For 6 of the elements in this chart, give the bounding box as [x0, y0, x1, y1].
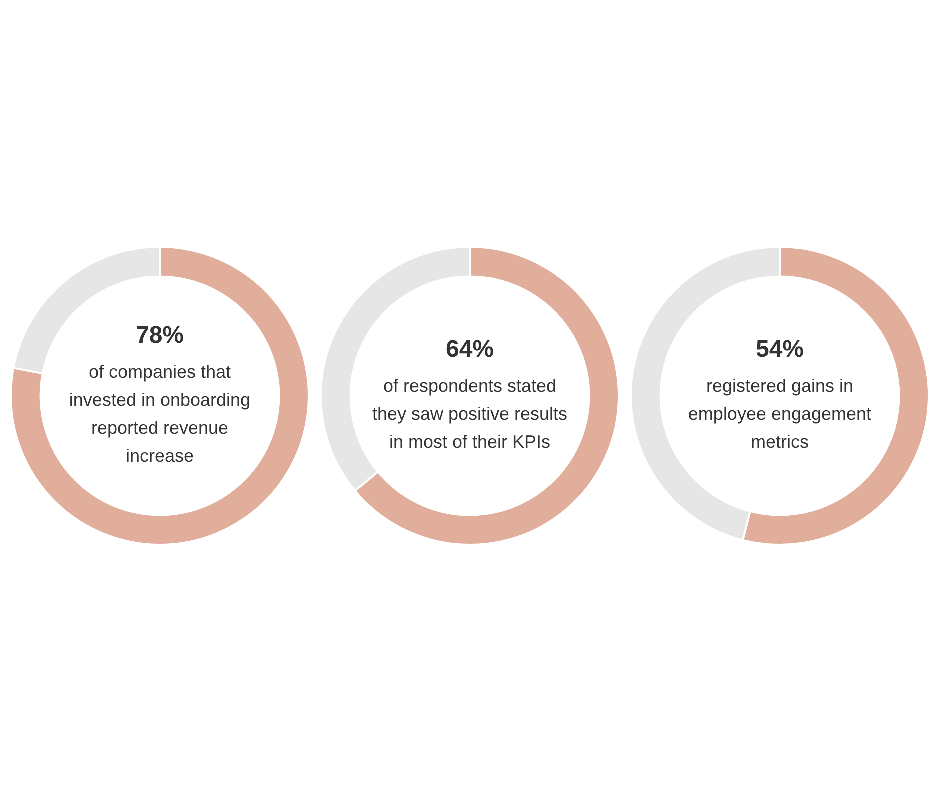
text: of companies that invested in onboarding reported revenue increase	[68, 361, 252, 468]
text: of respondents stated they saw positive results in most of their KPIs	[371, 375, 569, 454]
text: 78%	[136, 322, 184, 350]
text: registered gains in employee engagement metrics	[687, 375, 873, 454]
text: 54%	[756, 336, 804, 364]
text: 64%	[446, 336, 494, 364]
